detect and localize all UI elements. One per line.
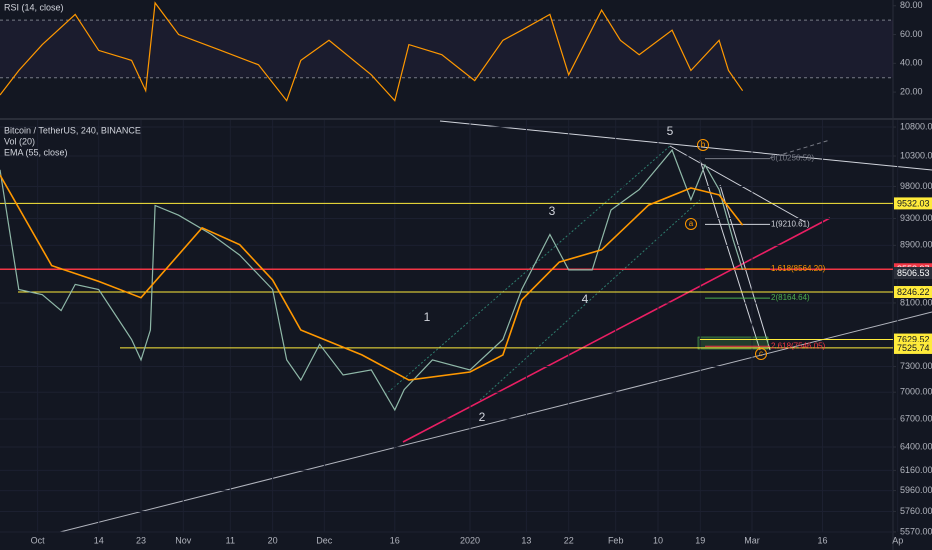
series-layer <box>0 1 899 533</box>
wave-label: 4 <box>582 292 589 306</box>
y-tick-label: 10300.00 <box>900 150 932 160</box>
x-tick-label: Nov <box>175 535 192 545</box>
rsi-line <box>0 1 744 102</box>
x-tick-label: 16 <box>390 535 400 545</box>
y-tick-label: 80.00 <box>900 0 923 10</box>
wave-label: 5 <box>667 124 674 138</box>
wave-label: c <box>759 349 763 358</box>
x-tick-label: Oct <box>31 535 46 545</box>
wave-circle <box>685 218 697 230</box>
fib-label: 1.618(8564.20) <box>771 264 826 273</box>
y-tick-label: 10800.00 <box>900 121 932 131</box>
legend-entry: EMA (55, close) <box>4 147 68 157</box>
x-tick-label: Dec <box>316 535 333 545</box>
fib-label: 0(10256.59) <box>771 154 814 163</box>
wave-label: b <box>701 140 706 149</box>
x-tick-label: 22 <box>564 535 574 545</box>
x-tick-label: 16 <box>817 535 827 545</box>
wave-label: 1 <box>424 310 431 324</box>
wave-line <box>699 159 761 351</box>
target-zone <box>697 336 769 350</box>
fib-label: 2.618(7546.05) <box>771 341 826 350</box>
channel-line <box>384 145 671 396</box>
x-tick-label: Ap <box>892 535 903 545</box>
y-tick-label: 5960.00 <box>900 485 932 495</box>
x-tick-label: 19 <box>695 535 705 545</box>
y-tick-label: 5760.00 <box>900 506 932 516</box>
x-tick-label: 10 <box>653 535 663 545</box>
y-tick-label: 7000.00 <box>900 387 932 397</box>
trend-line <box>669 145 806 223</box>
y-tick-label: 5570.00 <box>900 526 932 536</box>
y-tick-label: 6700.00 <box>900 413 932 423</box>
channel-line <box>479 199 701 401</box>
wave-label: a <box>689 219 694 228</box>
price-tag-label: 9532.03 <box>897 198 930 208</box>
price-tag <box>894 286 932 299</box>
y-tick-label: 60.00 <box>900 29 923 39</box>
price-tag-label: 7629.52 <box>897 334 930 344</box>
price-tag-label: 8506.53 <box>897 268 930 278</box>
y-tick-label: 6160.00 <box>900 465 932 475</box>
fib-label: 1(9210.61) <box>771 219 810 228</box>
x-tick-label: 13 <box>521 535 531 545</box>
wave-label: 2 <box>479 410 486 424</box>
x-tick-label: Feb <box>608 535 624 545</box>
wave-circle <box>697 139 709 151</box>
y-tick-label: 6400.00 <box>900 441 932 451</box>
y-tick-label: 9300.00 <box>900 213 932 223</box>
wave-circle <box>755 348 767 360</box>
price-line <box>0 148 744 412</box>
wave-line <box>719 184 771 351</box>
y-tick-label: 8100.00 <box>900 297 932 307</box>
rsi-title: RSI (14, close) <box>4 2 64 12</box>
ema-line <box>0 174 744 381</box>
y-tick-label: 8900.00 <box>900 240 932 250</box>
indicator-label: Vol (20) <box>4 136 35 146</box>
price-tag <box>894 341 932 354</box>
x-tick-label: 23 <box>136 535 146 545</box>
trend-line <box>402 217 831 443</box>
legend-entry: Bitcoin / TetherUS, 240, BINANCE <box>4 125 141 135</box>
y-tick-label: 7300.00 <box>900 361 932 371</box>
rsi-band <box>0 20 893 78</box>
trend-line <box>59 311 932 533</box>
y-tick-label: 20.00 <box>900 86 923 96</box>
x-tick-label: 11 <box>226 535 235 545</box>
trend-line <box>439 120 932 171</box>
y-tick-label: 9800.00 <box>900 181 932 191</box>
wave-label: 3 <box>549 204 556 218</box>
fib-label: 2(8164.64) <box>771 293 810 302</box>
price-tag-label: 8246.22 <box>897 287 930 297</box>
y-tick-label: 40.00 <box>900 58 923 68</box>
price-tag <box>894 267 932 280</box>
x-tick-label: 20 <box>268 535 278 545</box>
projection-line <box>769 139 831 159</box>
x-tick-label: 14 <box>94 535 104 545</box>
x-tick-label: Mar <box>744 535 760 545</box>
price-tag <box>894 197 932 210</box>
x-tick-label: 2020 <box>460 535 480 545</box>
price-tag-label: 7525.74 <box>897 343 930 353</box>
